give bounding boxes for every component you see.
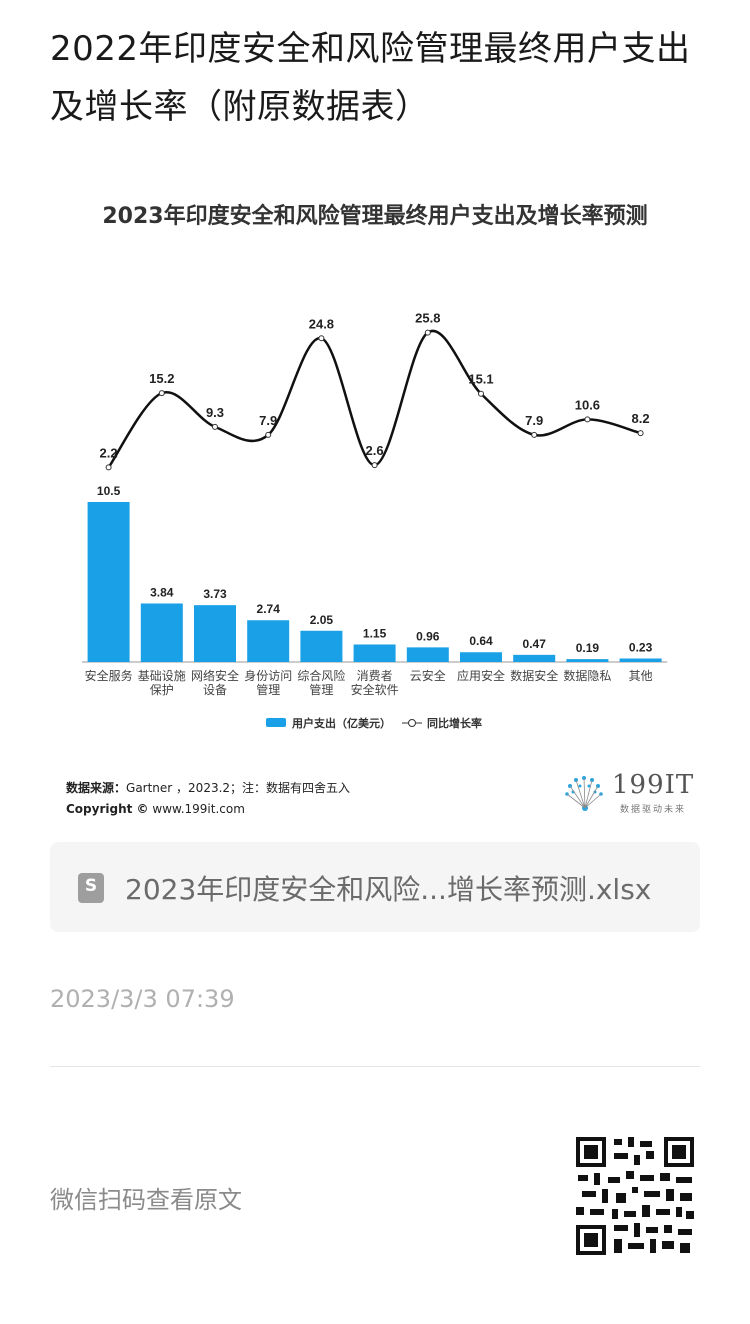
bar-label-5: 1.15 [363, 626, 387, 640]
category-label-5-1: 安全软件 [351, 682, 399, 697]
attachment-card[interactable]: 2023年印度安全和风险...增长率预测.xlsx [50, 842, 700, 932]
category-label-1-1: 保护 [150, 683, 174, 697]
category-label-3-0: 身份访问 [244, 668, 292, 683]
chart-title: 2023年印度安全和风险管理最终用户支出及增长率预测 [102, 204, 648, 229]
growth-point-10 [637, 430, 644, 437]
legend-line-marker [408, 719, 416, 727]
growth-point-9 [584, 416, 591, 423]
growth-label-0: 2.2 [100, 445, 118, 460]
growth-label-4: 24.8 [309, 316, 334, 331]
legend-bar-label: 用户支出（亿美元） [292, 716, 391, 730]
growth-point-0 [105, 464, 112, 471]
bar-label-4: 2.05 [310, 613, 334, 627]
category-label-9-0: 数据隐私 [563, 668, 611, 683]
attachment-filename[interactable]: 2023年印度安全和风险...增长率预测.xlsx [125, 873, 652, 906]
post-timestamp: 2023/3/3 07:39 [50, 985, 235, 1013]
growth-label-10: 8.2 [632, 411, 650, 426]
category-label-6-0: 云安全 [410, 668, 446, 683]
bar-line-chart: 10.5 3.84 3.73 2.74 2.05 1.15 0.96 0.64 0.47 0.19… [82, 311, 668, 730]
growth-label-8: 7.9 [525, 413, 543, 428]
growth-point-2 [212, 423, 218, 430]
growth-point-7 [478, 390, 484, 397]
category-label-5-0: 消费者 [357, 669, 393, 683]
bar-10 [619, 658, 662, 662]
growth-point-5 [371, 462, 378, 469]
category-label-2-0: 网络安全 [191, 668, 239, 683]
bar-label-1: 3.84 [150, 585, 174, 599]
bar-9 [566, 659, 609, 662]
divider [50, 1066, 700, 1067]
category-label-3-1: 管理 [256, 682, 280, 697]
category-label-0-0: 安全服务 [85, 668, 133, 683]
bar-7 [460, 652, 502, 662]
bar-label-7: 0.64 [469, 634, 493, 648]
legend-bar-swatch [266, 718, 286, 727]
bar-label-0: 10.5 [97, 484, 121, 498]
bar-label-10: 0.23 [629, 640, 653, 654]
bar-4 [300, 630, 343, 662]
bar-label-3: 2.74 [257, 602, 281, 616]
growth-point-4 [318, 335, 325, 342]
growth-point-6 [424, 329, 431, 336]
growth-label-3: 7.9 [259, 413, 277, 428]
category-label-2-1: 设备 [203, 683, 227, 697]
category-label-8-0: 数据安全 [510, 668, 558, 683]
logo-text: 199IT [612, 770, 695, 800]
bar-label-2: 3.73 [203, 587, 227, 601]
bar-8 [513, 654, 556, 662]
copyright-text: www.199it.com [152, 802, 245, 816]
copyright-label: Copyright © [66, 802, 149, 816]
chart-card: 10.5 3.84 3.73 2.74 2.05 1.15 0.96 0.64 0.47 0.19… [50, 190, 700, 830]
growth-point-8 [531, 431, 538, 438]
growth-point-3 [265, 431, 272, 438]
bar-5 [353, 644, 396, 662]
bar-6 [406, 647, 449, 662]
source-note: 数据来源：Gartner ，2023.2；注：数据有四舍五入 Copyright… [66, 778, 350, 820]
legend-line-label: 同比增长率 [427, 716, 482, 730]
page-title: 2022年印度安全和风险管理最终用户支出及增长率（附原数据表） [50, 29, 691, 127]
bar-label-9: 0.19 [576, 641, 600, 655]
growth-label-7: 15.1 [468, 372, 493, 387]
qr-code-icon[interactable] [574, 1135, 696, 1257]
growth-label-5: 2.6 [366, 443, 384, 458]
bar-0 [87, 502, 130, 662]
category-label-10-0: 其他 [629, 669, 653, 683]
spreadsheet-file-icon [78, 873, 104, 903]
growth-label-1: 15.2 [149, 371, 174, 386]
growth-label-9: 10.6 [575, 397, 600, 412]
bar-1 [140, 603, 183, 662]
bar-label-8: 0.47 [523, 637, 547, 651]
growth-label-6: 25.8 [415, 311, 440, 326]
dandelion-logo-icon [565, 776, 603, 811]
bar-2 [194, 605, 236, 662]
bar-label-6: 0.96 [416, 629, 440, 643]
bar-3 [247, 620, 290, 662]
growth-label-2: 9.3 [206, 405, 224, 420]
category-label-4-0: 综合风险 [297, 668, 345, 683]
wechat-scan-hint: 微信扫码查看原文 [50, 1186, 242, 1214]
source-label: 数据来源： [66, 781, 127, 795]
category-label-4-1: 管理 [309, 682, 333, 697]
source-text: Gartner ，2023.2；注：数据有四舍五入 [126, 781, 351, 795]
logo-subtitle: 数据驱动未来 [620, 805, 687, 815]
category-label-7-0: 应用安全 [457, 668, 505, 683]
growth-point-1 [158, 390, 165, 397]
199it-logo: 199IT 数据驱动未来 [560, 770, 693, 816]
category-label-1-0: 基础设施 [138, 669, 186, 683]
